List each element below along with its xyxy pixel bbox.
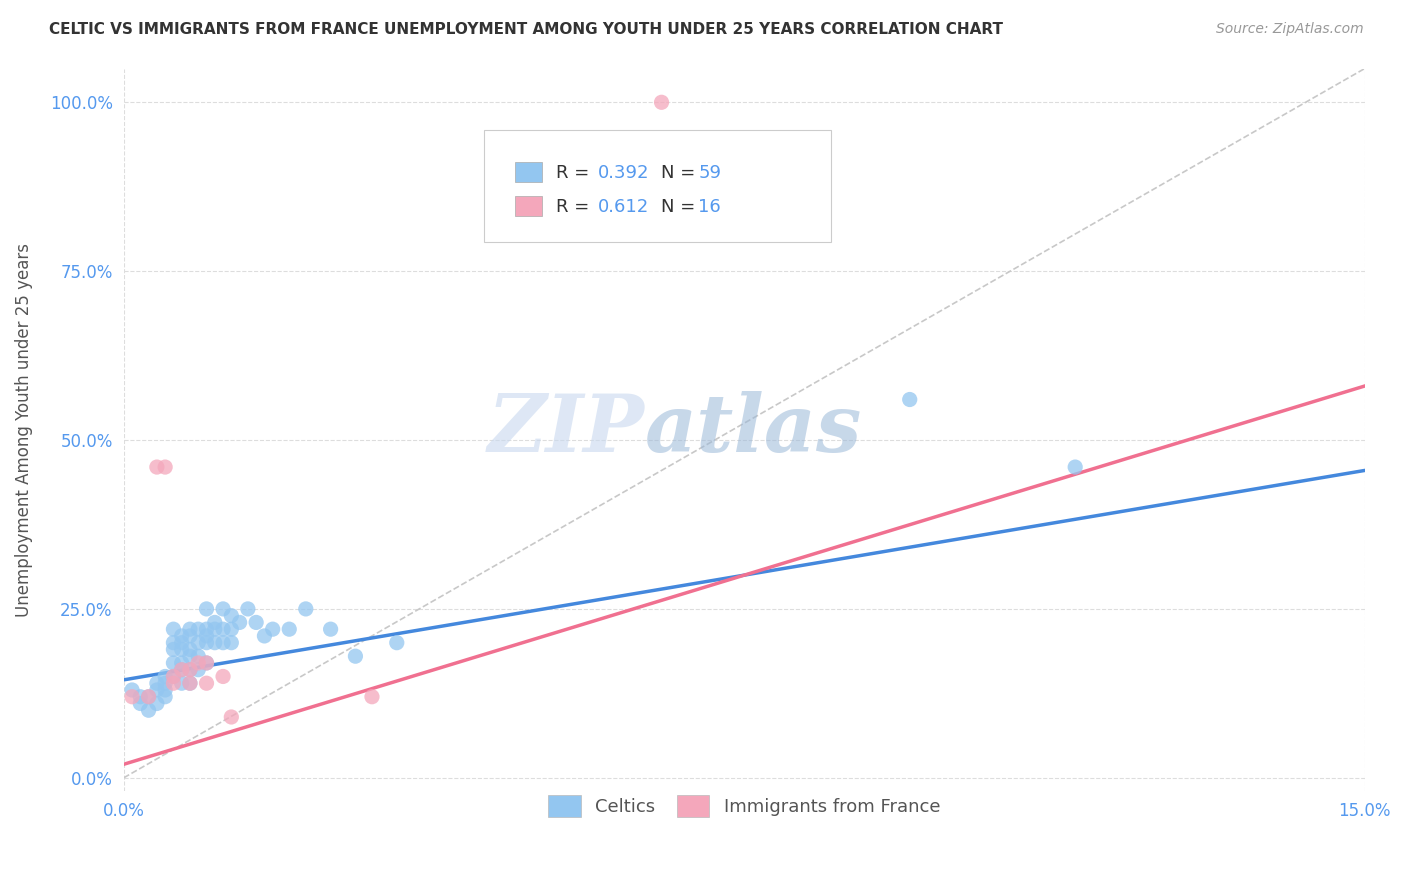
Point bbox=[146, 683, 169, 698]
Point bbox=[146, 697, 169, 711]
Text: ZIP: ZIP bbox=[488, 392, 645, 468]
Point bbox=[187, 656, 209, 670]
Text: N =: N = bbox=[661, 164, 702, 182]
Text: 0.392: 0.392 bbox=[598, 164, 650, 182]
Point bbox=[138, 690, 160, 704]
Point bbox=[195, 656, 218, 670]
Point bbox=[361, 690, 384, 704]
Point bbox=[195, 636, 218, 650]
Point bbox=[162, 669, 184, 683]
Point bbox=[129, 690, 152, 704]
Point bbox=[651, 95, 673, 110]
Point bbox=[179, 663, 201, 677]
Point bbox=[212, 636, 235, 650]
Point bbox=[179, 622, 201, 636]
Point bbox=[195, 676, 218, 690]
Point bbox=[228, 615, 250, 630]
Point bbox=[195, 622, 218, 636]
Point bbox=[121, 690, 143, 704]
Point bbox=[898, 392, 921, 407]
Point bbox=[146, 460, 169, 475]
Point bbox=[195, 602, 218, 616]
Point bbox=[170, 642, 193, 657]
Text: R =: R = bbox=[555, 198, 595, 216]
Point bbox=[221, 710, 243, 724]
Text: CELTIC VS IMMIGRANTS FROM FRANCE UNEMPLOYMENT AMONG YOUTH UNDER 25 YEARS CORRELA: CELTIC VS IMMIGRANTS FROM FRANCE UNEMPLO… bbox=[49, 22, 1004, 37]
Point bbox=[170, 663, 193, 677]
Point bbox=[319, 622, 342, 636]
Point bbox=[129, 697, 152, 711]
Point bbox=[385, 636, 408, 650]
Point bbox=[146, 676, 169, 690]
Text: Source: ZipAtlas.com: Source: ZipAtlas.com bbox=[1216, 22, 1364, 37]
Point bbox=[1064, 460, 1087, 475]
Point bbox=[204, 636, 226, 650]
Point bbox=[138, 690, 160, 704]
Point bbox=[162, 636, 184, 650]
Point bbox=[153, 683, 176, 698]
Point bbox=[245, 615, 267, 630]
Text: N =: N = bbox=[661, 198, 702, 216]
FancyBboxPatch shape bbox=[515, 195, 541, 216]
Text: 0.612: 0.612 bbox=[598, 198, 650, 216]
Legend: Celtics, Immigrants from France: Celtics, Immigrants from France bbox=[538, 786, 949, 826]
Point bbox=[179, 629, 201, 643]
Point bbox=[187, 649, 209, 664]
Point bbox=[170, 656, 193, 670]
Point bbox=[162, 622, 184, 636]
Point bbox=[204, 615, 226, 630]
Point bbox=[195, 629, 218, 643]
Point bbox=[179, 649, 201, 664]
Point bbox=[153, 676, 176, 690]
Point bbox=[162, 676, 184, 690]
Point bbox=[212, 622, 235, 636]
Point bbox=[212, 602, 235, 616]
Point bbox=[138, 703, 160, 717]
Point bbox=[294, 602, 316, 616]
Point bbox=[253, 629, 276, 643]
Point bbox=[153, 690, 176, 704]
Point bbox=[153, 460, 176, 475]
Point bbox=[221, 622, 243, 636]
Text: 59: 59 bbox=[699, 164, 721, 182]
Point bbox=[195, 656, 218, 670]
Point bbox=[170, 629, 193, 643]
Point bbox=[187, 636, 209, 650]
Point bbox=[187, 663, 209, 677]
Point bbox=[170, 663, 193, 677]
Text: atlas: atlas bbox=[645, 392, 862, 468]
Point bbox=[179, 676, 201, 690]
FancyBboxPatch shape bbox=[515, 161, 541, 182]
Point bbox=[262, 622, 284, 636]
Point bbox=[170, 636, 193, 650]
Y-axis label: Unemployment Among Youth under 25 years: Unemployment Among Youth under 25 years bbox=[15, 243, 32, 617]
Point bbox=[162, 642, 184, 657]
Point bbox=[221, 608, 243, 623]
Point bbox=[179, 642, 201, 657]
Point bbox=[162, 656, 184, 670]
Point bbox=[179, 663, 201, 677]
Point bbox=[278, 622, 301, 636]
Point bbox=[221, 636, 243, 650]
Text: 16: 16 bbox=[699, 198, 721, 216]
Point bbox=[236, 602, 259, 616]
Text: R =: R = bbox=[555, 164, 595, 182]
Point bbox=[344, 649, 367, 664]
Point bbox=[179, 676, 201, 690]
Point bbox=[212, 669, 235, 683]
Point bbox=[204, 622, 226, 636]
Point bbox=[170, 676, 193, 690]
Point bbox=[162, 669, 184, 683]
Point bbox=[187, 622, 209, 636]
Point bbox=[153, 669, 176, 683]
FancyBboxPatch shape bbox=[484, 130, 831, 242]
Point bbox=[121, 683, 143, 698]
